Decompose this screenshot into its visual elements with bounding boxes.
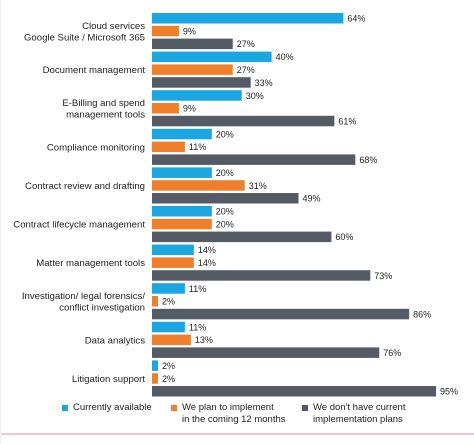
legend-label-no-current-plans: We don't have current implementation pla… bbox=[313, 402, 406, 425]
bar bbox=[152, 90, 242, 101]
category-label-line: Investigation/ legal forensics/ bbox=[22, 291, 146, 302]
category-label-line: conflict investigation bbox=[59, 303, 145, 314]
bar bbox=[152, 373, 158, 384]
category-label: Compliance monitoring bbox=[47, 142, 145, 153]
data-label: 30% bbox=[246, 91, 264, 101]
bar bbox=[152, 244, 194, 256]
bar bbox=[152, 167, 212, 178]
data-label: 31% bbox=[249, 181, 267, 191]
data-label: 2% bbox=[162, 297, 175, 307]
bar bbox=[152, 25, 179, 37]
category-label: Investigation/ legal forensics/conflict … bbox=[22, 291, 146, 314]
data-label: 49% bbox=[303, 194, 321, 204]
data-label: 20% bbox=[216, 207, 234, 217]
data-label: 40% bbox=[276, 52, 294, 62]
bar bbox=[152, 206, 212, 217]
bar bbox=[152, 193, 299, 204]
category-label-line: management tools bbox=[66, 110, 145, 121]
bar bbox=[152, 51, 272, 63]
category-label-line: E-Billing and spend bbox=[62, 98, 145, 109]
category-label: E-Billing and spend management tools bbox=[62, 98, 145, 121]
bar bbox=[152, 13, 344, 24]
legend-swatch-plan-to-implement bbox=[171, 405, 177, 411]
category-label: Data analytics bbox=[85, 335, 145, 346]
data-label: 2% bbox=[162, 374, 175, 384]
bar bbox=[152, 347, 380, 358]
category-label-line: Data analytics bbox=[85, 335, 145, 346]
bar bbox=[152, 270, 371, 281]
category-label-line: Contract review and drafting bbox=[25, 181, 145, 192]
bar bbox=[152, 231, 332, 243]
bar bbox=[152, 128, 212, 140]
category-label-line: Matter management tools bbox=[36, 258, 145, 269]
bar bbox=[152, 64, 233, 75]
bar bbox=[152, 141, 185, 153]
data-label: 14% bbox=[198, 258, 216, 268]
bar bbox=[152, 257, 194, 268]
legend-label-plan-to-implement: We plan to implement in the coming 12 mo… bbox=[182, 402, 286, 425]
category-label: Cloud services Google Suite / Microsoft 3… bbox=[24, 21, 145, 44]
data-label: 9% bbox=[183, 26, 196, 36]
bar bbox=[152, 283, 185, 294]
data-label: 68% bbox=[359, 155, 377, 165]
data-label: 11% bbox=[189, 284, 206, 294]
data-label: 64% bbox=[347, 14, 365, 24]
left-divider bbox=[0, 0, 1, 444]
bar bbox=[152, 180, 245, 191]
data-label: 20% bbox=[216, 168, 234, 178]
legend-swatch-no-current-plans bbox=[302, 405, 308, 411]
data-label: 73% bbox=[374, 271, 392, 281]
legend-swatch-currently-available bbox=[62, 405, 68, 411]
bar bbox=[152, 77, 251, 88]
bar bbox=[152, 218, 212, 230]
category-label: Contract lifecycle management bbox=[13, 220, 145, 231]
category-label-line: Document management bbox=[43, 65, 146, 76]
data-label: 20% bbox=[216, 129, 234, 139]
category-label: Litigation support bbox=[72, 374, 145, 385]
data-label: 86% bbox=[413, 309, 431, 319]
legend-item-no-current-plans: We don't have current implementation pla… bbox=[302, 402, 405, 426]
legend-label-currently-available: Currently available bbox=[73, 402, 152, 413]
category-label-line: Compliance monitoring bbox=[47, 142, 145, 153]
bar bbox=[152, 103, 179, 114]
data-label: 61% bbox=[338, 116, 356, 126]
category-label-line: Contract lifecycle management bbox=[13, 220, 145, 231]
data-label: 9% bbox=[183, 104, 196, 114]
data-label: 60% bbox=[335, 232, 353, 242]
bottom-divider bbox=[0, 433, 474, 435]
category-label-line: Litigation support bbox=[72, 374, 145, 385]
bar bbox=[152, 308, 410, 320]
data-label: 27% bbox=[237, 39, 255, 49]
bar bbox=[152, 334, 191, 346]
bar bbox=[152, 154, 356, 165]
bar bbox=[152, 38, 233, 50]
category-label: Contract review and drafting bbox=[25, 181, 145, 192]
bar bbox=[152, 360, 158, 371]
bar bbox=[152, 115, 335, 127]
data-label: 11% bbox=[189, 322, 206, 332]
bar bbox=[152, 386, 437, 397]
data-label: 2% bbox=[162, 361, 175, 371]
bar bbox=[152, 296, 158, 307]
category-label-line: Google Suite / Microsoft 365 bbox=[24, 32, 145, 43]
category-label: Document management bbox=[43, 65, 146, 76]
data-label: 27% bbox=[237, 65, 255, 75]
category-label-line: Cloud services bbox=[82, 21, 145, 32]
data-label: 76% bbox=[383, 348, 401, 358]
data-label: 11% bbox=[189, 142, 206, 152]
data-label: 95% bbox=[440, 387, 458, 397]
data-label: 33% bbox=[255, 78, 273, 88]
data-label: 14% bbox=[198, 245, 216, 255]
bar bbox=[152, 321, 185, 333]
legend-item-currently-available: Currently available bbox=[62, 402, 152, 414]
category-label: Matter management tools bbox=[36, 258, 145, 269]
legend-item-plan-to-implement: We plan to implement in the coming 12 mo… bbox=[171, 402, 286, 426]
data-label: 20% bbox=[216, 219, 234, 229]
data-label: 13% bbox=[195, 335, 213, 345]
